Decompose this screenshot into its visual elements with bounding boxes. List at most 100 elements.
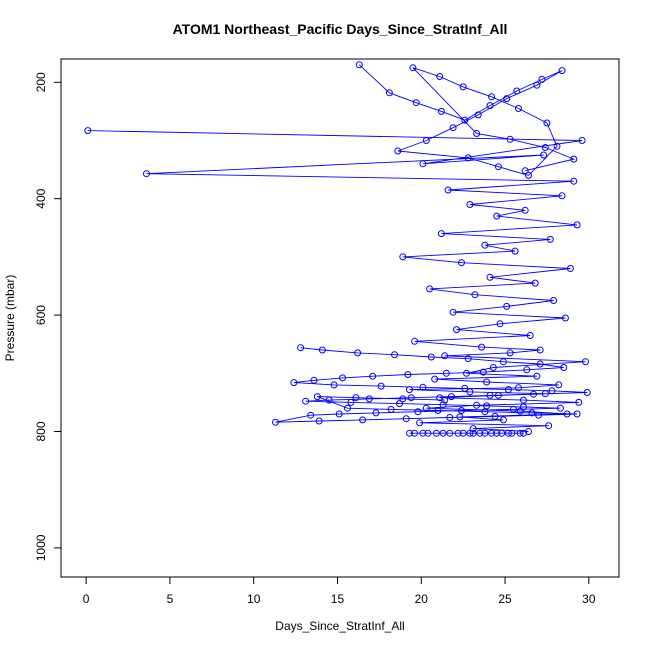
data-point (558, 67, 566, 75)
data-point (466, 201, 474, 208)
data-series (84, 127, 589, 435)
data-point (488, 429, 496, 437)
data-point (566, 265, 574, 272)
data-point (521, 206, 529, 214)
data-point (461, 116, 469, 124)
data-point (583, 389, 591, 396)
data-point (369, 372, 377, 380)
data-point (535, 411, 543, 419)
data-point (422, 137, 430, 144)
data-point (508, 429, 516, 437)
data-point (449, 308, 457, 316)
data-point (458, 407, 465, 414)
data-point (449, 124, 457, 132)
data-series (355, 61, 578, 179)
y-tick-label: 1000 (34, 534, 48, 561)
data-point (520, 403, 527, 411)
x-axis-label: Days_Since_StratInf_All (275, 619, 404, 633)
y-axis: 200 400 600 800 1000 (34, 72, 62, 561)
data-point (536, 360, 544, 368)
data-point (491, 412, 499, 420)
data-point (533, 81, 541, 89)
data-point (325, 396, 333, 404)
y-tick-label: 400 (34, 188, 48, 208)
data-point (494, 163, 502, 171)
data-point (570, 177, 578, 185)
data-series (272, 344, 591, 426)
data-point (310, 376, 318, 384)
plot-frame (60, 58, 620, 578)
data-point (476, 429, 484, 437)
data-point (570, 155, 578, 163)
data-point (540, 151, 548, 159)
data-point (407, 394, 415, 402)
data-point (399, 395, 407, 403)
data-point (471, 291, 479, 299)
data-point (441, 352, 449, 360)
data-point (302, 397, 310, 405)
data-point (444, 186, 452, 194)
data-point (548, 387, 556, 395)
data-point (499, 358, 507, 366)
series-line (358, 64, 576, 176)
data-point (339, 374, 346, 382)
data-point (399, 253, 407, 261)
data-point (506, 349, 514, 357)
data-point (412, 99, 420, 107)
data-point (372, 409, 380, 417)
data-point (396, 400, 403, 408)
data-point (461, 384, 469, 392)
data-point (143, 170, 150, 178)
data-point (474, 111, 482, 119)
data-point (459, 83, 467, 91)
x-tick-label: 15 (331, 592, 345, 606)
data-point (533, 372, 541, 380)
data-point (489, 364, 497, 371)
data-point (555, 381, 563, 389)
data-point (481, 241, 489, 249)
data-point (525, 428, 532, 435)
data-series (406, 429, 527, 437)
data-point (84, 127, 92, 135)
data-point (446, 429, 454, 437)
data-point (531, 279, 539, 287)
data-point (538, 75, 546, 83)
data-point (582, 358, 589, 366)
data-point (447, 393, 455, 401)
data-point (466, 429, 474, 437)
y-tick-label: 600 (34, 305, 48, 325)
data-point (543, 119, 551, 127)
x-tick-label: 0 (83, 592, 90, 606)
data-point (315, 417, 323, 425)
data-point (561, 314, 569, 322)
data-point (483, 378, 491, 386)
data-point (573, 221, 581, 229)
data-point (469, 425, 477, 433)
data-point (437, 230, 445, 238)
data-point (335, 410, 343, 418)
data-point (387, 405, 395, 413)
data-point (498, 429, 506, 437)
data-point (313, 393, 321, 401)
x-axis: 0 5 10 15 20 25 30 (83, 576, 596, 606)
data-point (441, 396, 449, 404)
x-tick-label: 5 (167, 592, 174, 606)
data-point (509, 405, 517, 413)
data-point (481, 408, 489, 416)
x-tick-label: 30 (582, 592, 596, 606)
data-point (525, 171, 532, 179)
data-point (528, 409, 536, 417)
data-point (402, 415, 410, 423)
data-point (446, 414, 454, 421)
data-point (424, 429, 432, 437)
data-point (486, 391, 494, 399)
data-point (488, 93, 496, 101)
data-point (506, 135, 514, 143)
data-point (545, 422, 553, 430)
data-point (523, 366, 531, 374)
data-point (486, 102, 494, 110)
data-point (272, 418, 279, 426)
data-point (464, 154, 472, 162)
data-point (437, 107, 445, 115)
